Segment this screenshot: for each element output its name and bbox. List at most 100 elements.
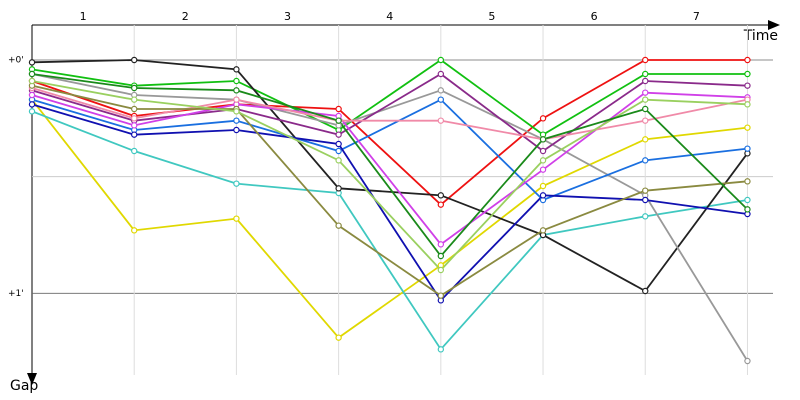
data-point [744,206,751,213]
data-point [437,96,445,103]
data-point [335,140,342,148]
series-line [31,99,748,339]
data-point [642,187,649,194]
data-point [642,56,649,64]
data-point [335,185,342,192]
data-point [437,192,445,199]
series-line [31,87,748,141]
series-line [31,103,748,302]
data-point [28,77,36,85]
data-point [28,108,36,115]
data-point [233,180,240,187]
data-point [335,131,342,138]
data-point [233,117,240,124]
y-axis-label: Gap [10,378,38,394]
series-line [31,91,748,246]
data-point [744,196,751,204]
data-point [744,178,751,185]
data-point [131,105,138,113]
data-point [437,292,445,299]
data-point [539,115,547,122]
data-point [642,77,649,85]
data-point [642,70,649,78]
y-axis-arrow [27,373,37,385]
data-point [744,101,751,108]
data-point [642,287,649,295]
data-point [131,56,138,64]
series-line [31,73,749,258]
data-point [437,346,445,353]
data-point [335,117,342,124]
data-point [131,122,138,129]
data-point [642,89,649,96]
data-point [642,96,649,103]
data-point [335,157,342,164]
data-point [437,117,445,124]
x-tick-label: 2 [182,10,189,23]
data-point [233,96,240,103]
data-point [744,56,751,64]
series-line [31,59,748,206]
x-tick-label: 1 [80,10,87,23]
data-point [335,147,342,155]
data-point [28,101,36,108]
data-point [233,77,240,85]
data-point [437,201,445,208]
data-point [233,108,240,115]
data-point [335,105,342,113]
data-point [28,91,36,99]
series-line [31,110,748,351]
data-point [539,192,547,199]
series-line [31,73,749,362]
data-point [744,357,751,365]
data-point [233,66,240,73]
series-line [31,80,748,272]
data-point [131,227,138,234]
y-tick-label: +0' [8,56,24,66]
x-tick-label: 7 [693,10,700,23]
data-point [642,105,649,113]
data-point [539,182,547,190]
x-tick-label: 5 [488,10,495,23]
x-tick-label: 3 [284,10,291,23]
data-point [642,136,649,143]
y-tick-label: +1' [8,289,24,299]
data-point [28,70,36,78]
data-point [131,147,138,155]
data-point [539,136,547,143]
data-point [131,96,138,103]
data-point [437,87,445,94]
data-point [437,70,445,78]
series-line [31,58,748,136]
series-line [31,72,748,153]
data-point [744,145,751,152]
data-point [539,227,547,234]
data-point [233,87,240,94]
data-point [744,82,751,89]
data-point [335,222,342,229]
data-point [131,84,138,92]
data-point [437,252,445,260]
series-line [31,84,748,297]
data-point [131,115,138,122]
data-point [335,334,342,341]
data-point [642,196,649,204]
x-axis-arrow [768,20,780,30]
data-point [437,266,445,274]
series-line [31,59,749,293]
data-point [642,213,649,220]
x-tick-label: 6 [591,10,598,23]
data-point [233,126,240,134]
data-point [642,157,649,164]
data-point [437,56,445,64]
data-point [539,147,547,155]
data-point [539,166,547,173]
data-point [642,117,649,124]
x-axis-label: Time [743,28,778,44]
data-point [744,124,751,131]
data-point [28,59,36,66]
series-line [31,98,748,202]
data-point [539,157,547,164]
data-point [744,70,751,78]
